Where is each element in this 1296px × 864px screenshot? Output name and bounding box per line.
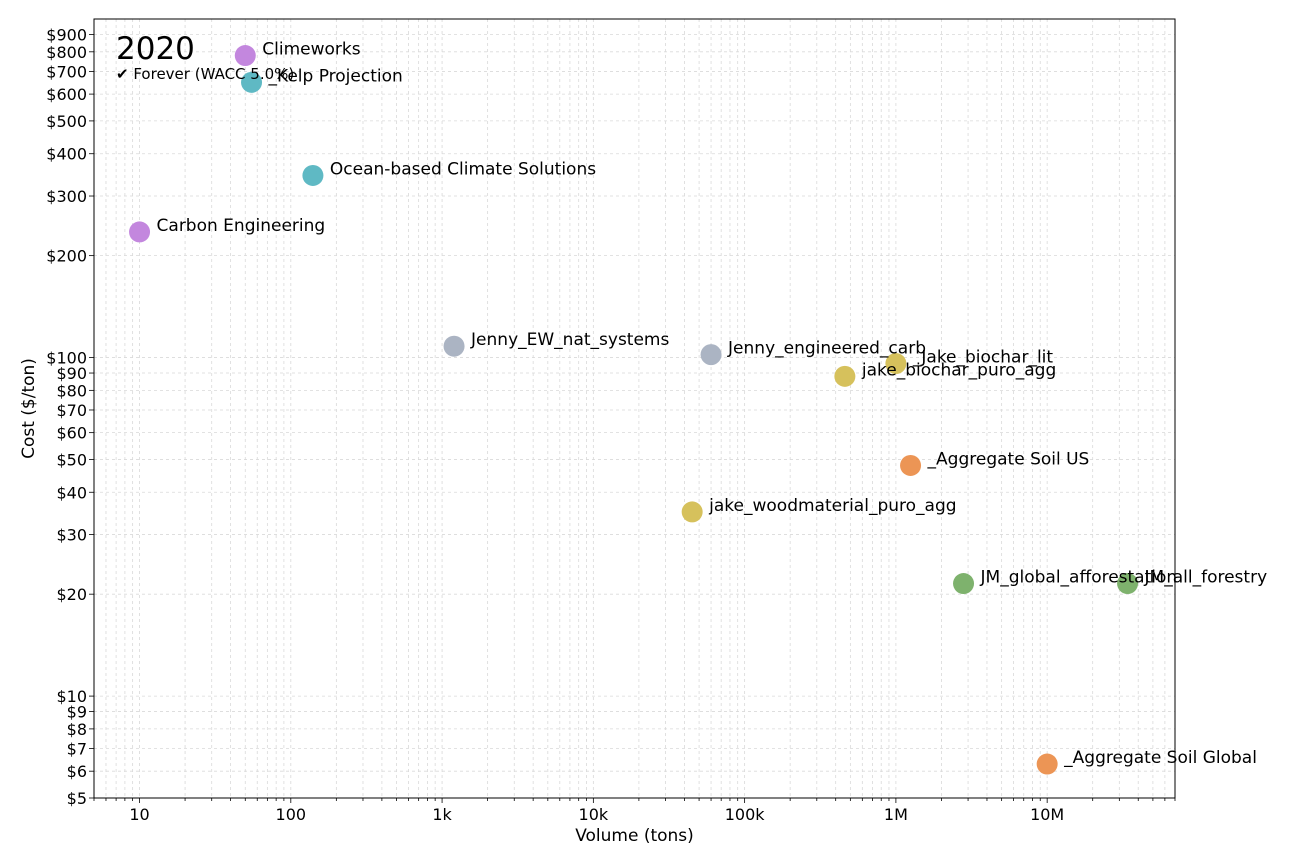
y-tick-label: $60 <box>56 424 87 443</box>
grid-lines <box>93 19 1176 799</box>
y-tick-label: $7 <box>67 740 87 759</box>
data-point <box>302 164 324 186</box>
x-tick-label: 1M <box>884 805 908 824</box>
data-point-label: jake_woodmaterial_puro_agg <box>708 496 956 516</box>
data-point-label: JM_global_afforestation <box>980 568 1178 588</box>
data-point <box>953 573 975 595</box>
data-point <box>234 45 256 67</box>
y-tick-label: $300 <box>46 187 87 206</box>
data-point-label: Jenny_EW_nat_systems <box>470 330 669 350</box>
y-tick-label: $10 <box>56 687 87 706</box>
data-point-label: _Aggregate Soil US <box>927 449 1090 469</box>
axis-ticks: 10 100 1k 10k 100k 1M 10M $5 $6 $7$8$9$10 $20 $30 $4… <box>46 25 1176 824</box>
data-point-label: Jenny_engineered_carb <box>727 339 926 359</box>
data-point-label: jake_biochar_puro_agg <box>861 360 1056 380</box>
data-point <box>1036 753 1058 775</box>
chart-subtitle: ✔ Forever (WACC 5.0%) <box>116 65 294 83</box>
data-point-label: _Aggregate Soil Global <box>1063 748 1257 768</box>
data-point-label: _Jake_biochar_lit <box>912 348 1054 368</box>
data-point-labels: Climeworks _Kelp Projection Ocean-based Cl… <box>157 40 1268 768</box>
y-tick-label: $20 <box>56 585 87 604</box>
chart-title: 2020 <box>116 31 195 67</box>
x-tick-label: 1k <box>432 805 452 824</box>
data-point-label: Climeworks <box>262 40 360 60</box>
data-point <box>834 365 856 387</box>
y-tick-label: $50 <box>56 450 87 469</box>
data-point <box>681 501 703 523</box>
data-point-label: _Kelp Projection <box>268 66 403 86</box>
y-tick-label: $8 <box>67 720 87 739</box>
y-tick-label: $200 <box>46 247 87 266</box>
y-tick-label: $80 <box>56 381 87 400</box>
data-point-label: JM_all_forestry <box>1144 568 1268 588</box>
x-axis-title: Volume (tons) <box>575 826 694 846</box>
y-tick-label: $9 <box>67 703 87 722</box>
data-point-label: Carbon Engineering <box>157 216 326 236</box>
y-tick-label: $70 <box>56 401 87 420</box>
y-tick-label: $40 <box>56 483 87 502</box>
data-point <box>241 71 263 93</box>
y-tick-label: $100 <box>46 349 87 368</box>
data-point <box>129 221 151 243</box>
y-tick-label: $30 <box>56 526 87 545</box>
data-points <box>129 45 1139 775</box>
y-tick-label: $900 <box>46 25 87 44</box>
y-tick-label: $400 <box>46 145 87 164</box>
x-tick-label: 10k <box>579 805 609 824</box>
x-tick-label: 100 <box>276 805 307 824</box>
y-tick-label: $500 <box>46 112 87 131</box>
x-tick-label: 10 <box>129 805 149 824</box>
x-tick-label: 10M <box>1030 805 1064 824</box>
x-tick-label: 100k <box>725 805 766 824</box>
y-tick-label: $700 <box>46 62 87 81</box>
data-point-label: Ocean-based Climate Solutions <box>330 159 596 179</box>
y-tick-label: $6 <box>67 762 87 781</box>
y-tick-label: $800 <box>46 43 87 62</box>
data-point <box>1117 573 1139 595</box>
plot-frame <box>93 18 1176 799</box>
data-point <box>900 454 922 476</box>
y-axis-title: Cost ($/ton) <box>19 358 39 459</box>
y-tick-label: $5 <box>67 789 87 808</box>
data-point <box>885 353 907 375</box>
data-point <box>700 344 722 366</box>
data-point <box>443 335 465 357</box>
y-tick-label: $600 <box>46 85 87 104</box>
y-tick-label: $90 <box>56 364 87 383</box>
